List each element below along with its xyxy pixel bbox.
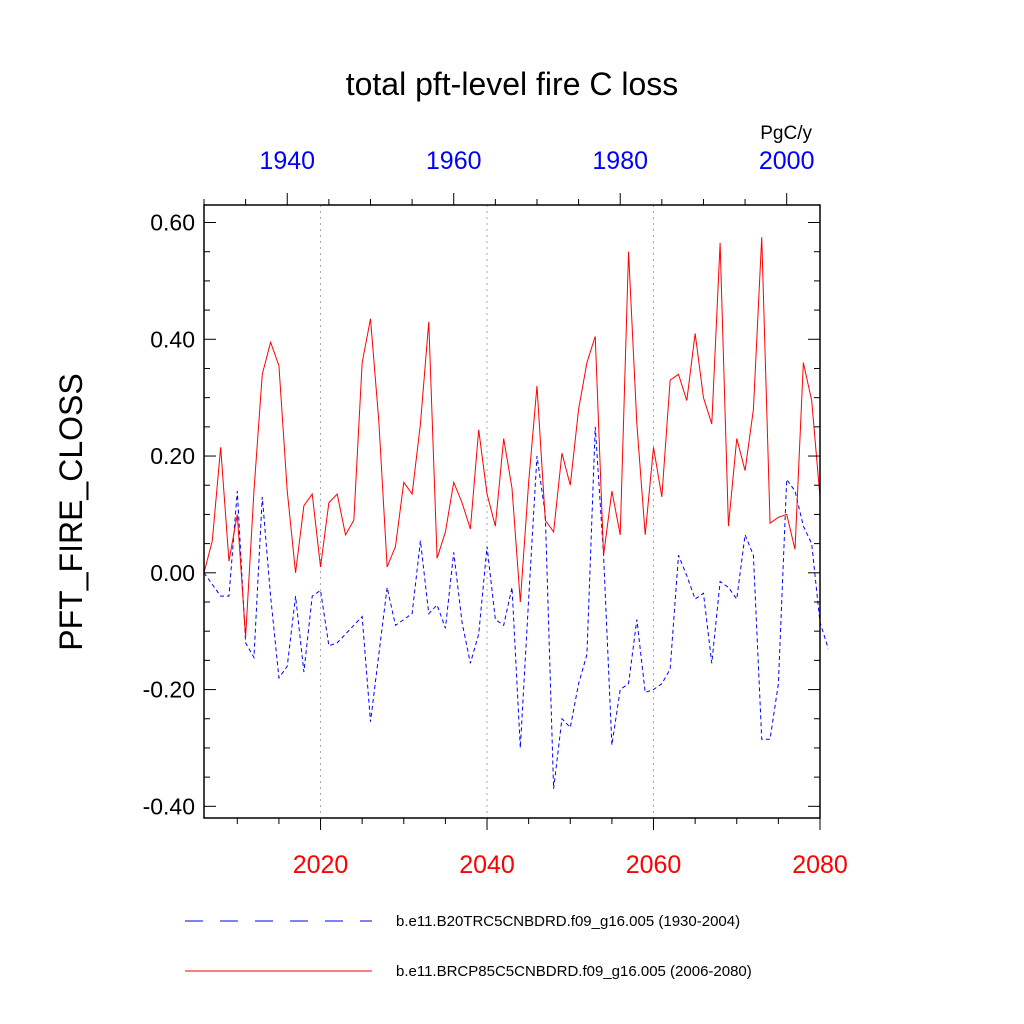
plot-series: [203, 237, 829, 789]
y-tick-label: -0.20: [143, 677, 195, 703]
y-tick-label: -0.40: [143, 793, 195, 819]
units-label: PgC/y: [760, 123, 812, 144]
x-bottom-tick-label: 2040: [459, 851, 515, 879]
legend-label-historical: b.e11.B20TRC5CNBDRD.f09_g16.005 (1930-20…: [396, 913, 740, 930]
y-axis-label: PFT_FIRE_CLOSS: [53, 373, 89, 650]
y-tick-label: 0.20: [150, 443, 195, 469]
x-top-tick-label: 1940: [259, 147, 315, 175]
chart-title: total pft-level fire C loss: [346, 66, 679, 102]
series-line-historical: [203, 426, 829, 789]
x-bottom-tick-label: 2060: [626, 851, 682, 879]
plot-frame: [203, 204, 821, 819]
y-tick-label: 0.00: [150, 560, 195, 586]
x-bottom-tick-label: 2080: [792, 851, 848, 879]
axis-tick-labels: -0.40 -0.20 0.00 0.20 0.40 0.60 2020 2040 2060 20…: [143, 147, 848, 879]
legend-label-rcp85: b.e11.BRCP85C5CNBDRD.f09_g16.005 (2006-2…: [396, 963, 752, 980]
x-bottom-tick-label: 2020: [293, 851, 349, 879]
legend: b.e11.B20TRC5CNBDRD.f09_g16.005 (1930-20…: [185, 913, 752, 980]
x-top-tick-label: 2000: [759, 147, 815, 175]
grid-lines: [320, 205, 655, 818]
axis-ticks: [203, 193, 821, 830]
x-top-tick-label: 1980: [592, 147, 648, 175]
x-top-tick-label: 1960: [426, 147, 482, 175]
series-line-rcp85: [203, 237, 821, 638]
y-tick-label: 0.40: [150, 326, 195, 352]
y-tick-label: 0.60: [150, 210, 195, 236]
